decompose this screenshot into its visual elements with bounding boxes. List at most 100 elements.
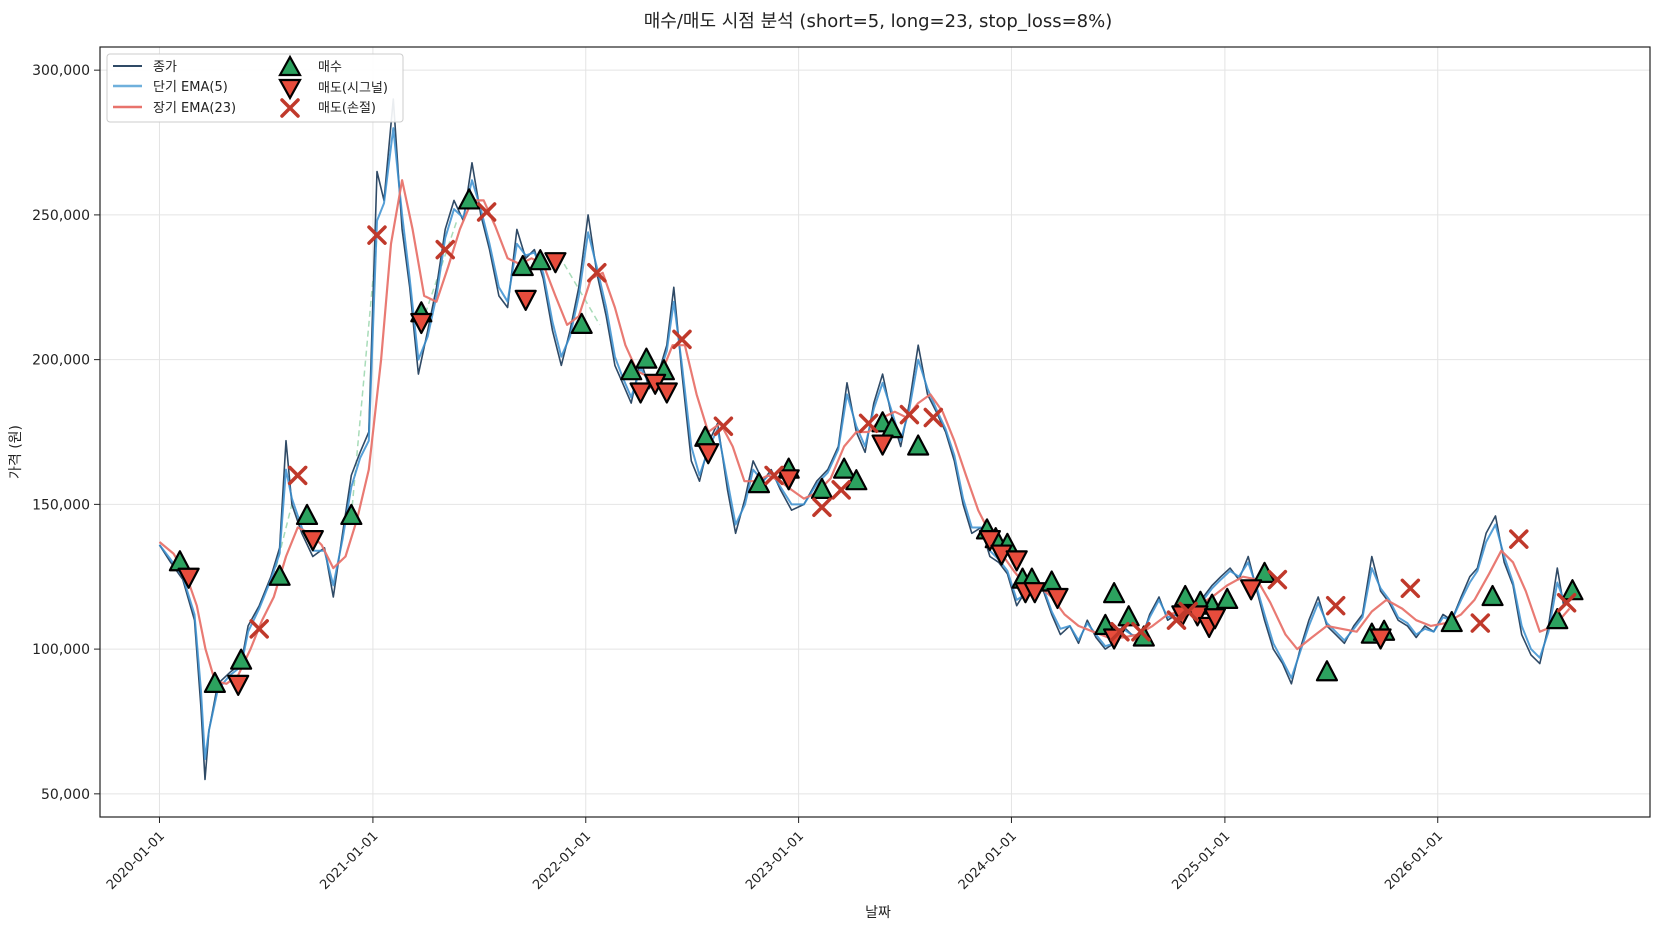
sell-stop-marker [587, 263, 607, 283]
chart-title: 매수/매도 시점 분석 (short=5, long=23, stop_loss… [644, 11, 1113, 32]
y-tick-label: 100,000 [32, 642, 90, 658]
sell-stop-marker [249, 619, 269, 639]
sell-signal-marker [1046, 587, 1069, 610]
legend-label-close: 종가 [153, 60, 177, 75]
legend-box [106, 53, 404, 123]
legend: 종가 단기 EMA(5) 장기 EMA(23) 매수 매도(시그널) 매도(손절… [106, 53, 404, 123]
buy-marker [1216, 587, 1239, 609]
sell-stop-marker [812, 497, 832, 518]
sell-stop-marker [287, 465, 308, 486]
sell-stop-marker [1131, 621, 1151, 642]
sell-stop-marker [858, 413, 879, 434]
ema-long-line [158, 179, 1571, 685]
sell-stop-marker [1267, 569, 1288, 590]
sell-signal-marker [1203, 608, 1227, 630]
ema-short-line [158, 127, 1570, 761]
legend-marker-sell-signal [278, 78, 302, 101]
buy-marker [810, 477, 834, 499]
legend-label-ema-long: 장기 EMA(23) [153, 101, 236, 116]
sell-signal-marker [227, 674, 250, 696]
buy-marker [1546, 608, 1569, 630]
sell-signal-marker [655, 382, 678, 404]
buy-marker [832, 457, 856, 479]
sell-stop-marker [672, 329, 692, 350]
legend-marker-buy [278, 54, 302, 77]
close-price-line [158, 98, 1571, 781]
y-tick-label: 300,000 [32, 63, 90, 79]
sell-stop-marker [764, 465, 784, 486]
buy-marker [1440, 610, 1463, 633]
sell-stop-marker [435, 239, 455, 260]
x-tick-label: 2020-01-01 [104, 829, 168, 893]
sell-stop-marker [367, 225, 387, 245]
y-tick-label: 200,000 [32, 353, 90, 369]
x-tick-label: 2026-01-01 [1382, 829, 1446, 893]
plot-frame [99, 46, 1651, 818]
y-axis-label: 가격 (원) [8, 425, 24, 479]
y-tick-label: 150,000 [32, 497, 90, 513]
y-tick-label: 250,000 [32, 208, 90, 224]
sell-signal-marker [177, 567, 200, 589]
legend-label-ema-short: 단기 EMA(5) [153, 80, 228, 95]
buy-marker [845, 469, 868, 491]
legend-label-buy: 매수 [318, 60, 342, 75]
sell-signal-marker [1023, 582, 1046, 604]
legend-label-sell-stop: 매도(손절) [318, 101, 376, 116]
sell-signal-marker [629, 382, 652, 404]
y-tick-label: 50,000 [41, 787, 90, 803]
x-tick-label: 2024-01-01 [956, 829, 1020, 893]
sell-signal-marker [410, 312, 433, 335]
series-lines [158, 98, 1571, 781]
sell-signal-marker [1240, 579, 1263, 601]
sell-signal-marker [697, 443, 720, 465]
buy-marker [529, 249, 552, 271]
sell-stop-marker [1509, 529, 1529, 549]
buy-marker [1174, 584, 1197, 607]
buy-marker [1102, 582, 1126, 604]
sell-stop-marker [1556, 593, 1577, 613]
sell-stop-marker [923, 407, 944, 428]
sell-stop-marker [1325, 595, 1346, 616]
legend-marker-sell-stop [280, 98, 300, 118]
x-tick-label: 2025-01-01 [1169, 829, 1233, 893]
sell-signal-marker [544, 252, 567, 274]
sell-stop-marker [1400, 578, 1421, 599]
buy-marker [570, 312, 593, 334]
sell-signal-marker [1369, 628, 1392, 650]
legend-label-sell-signal: 매도(시그널) [318, 81, 388, 96]
sell-stop-marker [831, 480, 851, 500]
sell-signal-marker [301, 530, 324, 552]
x-tick-label: 2023-01-01 [743, 829, 807, 893]
buy-marker [230, 648, 253, 670]
buy-marker [268, 564, 291, 586]
sell-signal-marker [871, 434, 894, 456]
buy-marker [747, 472, 771, 494]
buy-marker [511, 254, 534, 277]
buy-marker [458, 188, 481, 210]
reentry-dashed-line [424, 220, 458, 314]
buy-marker [1481, 584, 1504, 607]
x-tick-label: 2021-01-01 [317, 829, 381, 893]
sell-signal-marker [978, 530, 1001, 552]
sell-stop-marker [1470, 613, 1491, 633]
buy-marker [1040, 570, 1063, 592]
buy-marker [340, 503, 363, 526]
buy-marker [295, 503, 319, 526]
sell-stop-marker [713, 416, 734, 436]
buy-marker [635, 347, 658, 369]
trade-markers [168, 188, 1584, 696]
buy-marker [203, 671, 226, 693]
x-axis-ticks: 2020-01-01 2021-01-01 2022-01-01 2023-01-01… [104, 817, 1446, 893]
sell-stop-marker [1166, 610, 1187, 630]
sell-stop-marker [476, 202, 497, 222]
x-tick-label: 2022-01-01 [530, 829, 594, 893]
sell-stop-marker [1178, 601, 1198, 622]
sell-signal-marker [1005, 550, 1028, 572]
buy-marker [1315, 660, 1339, 682]
x-axis-label: 날짜 [865, 905, 891, 921]
reentry-dashed-line [350, 235, 378, 517]
reentry-dashed-line [563, 263, 601, 326]
reentry-dashed-lines [273, 220, 601, 577]
sell-signal-marker [514, 289, 537, 311]
